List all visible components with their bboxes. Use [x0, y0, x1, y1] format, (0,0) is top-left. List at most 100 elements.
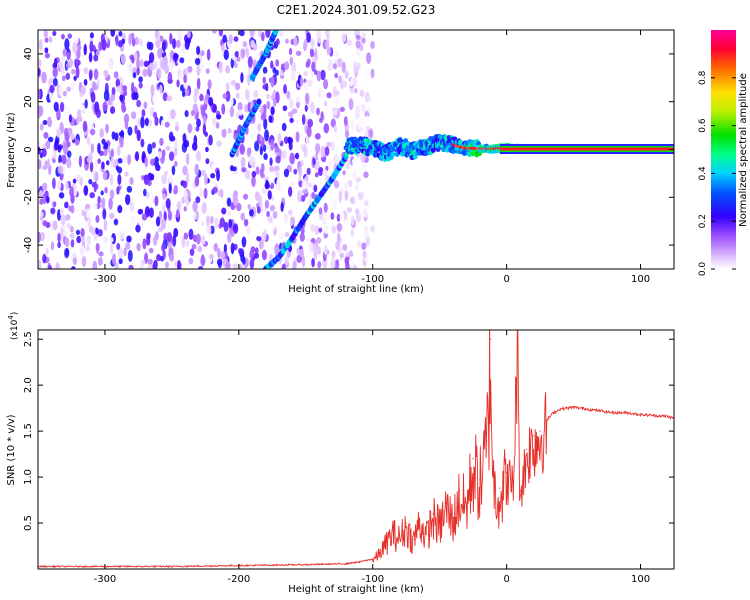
noise-cell — [38, 141, 41, 148]
snr-data-point — [572, 406, 575, 408]
noise-cell — [39, 38, 43, 51]
noise-cell — [131, 56, 135, 64]
noise-cell — [91, 81, 97, 91]
noise-cell — [334, 259, 340, 269]
noise-cell — [38, 189, 44, 201]
noise-cell — [139, 59, 144, 68]
noise-cell — [63, 143, 69, 155]
noise-cell — [355, 105, 361, 116]
noise-cell — [86, 208, 91, 219]
noise-cell — [39, 198, 44, 205]
noise-cell — [175, 121, 179, 127]
snr-data-point — [385, 540, 387, 543]
snr-data-point — [472, 458, 474, 460]
noise-cell — [343, 181, 349, 189]
noise-cell — [363, 171, 369, 178]
noise-cell — [281, 122, 287, 132]
spectrogram-y-tick-label: 0 — [23, 146, 34, 152]
snr-background — [38, 330, 674, 569]
noise-cell — [176, 67, 183, 79]
noise-cell — [189, 248, 195, 256]
noise-cell — [109, 106, 116, 114]
snr-data-point — [666, 415, 668, 418]
snr-x-tick-label: -100 — [361, 574, 384, 585]
noise-cell — [362, 250, 367, 258]
noise-cell — [221, 128, 227, 138]
noise-cell — [192, 200, 198, 213]
noise-cell — [212, 186, 218, 194]
noise-cell — [205, 146, 209, 153]
noise-cell — [215, 122, 220, 129]
noise-cell — [355, 34, 361, 40]
noise-cell — [275, 59, 280, 67]
noise-cell — [200, 105, 206, 117]
noise-cell — [307, 79, 313, 87]
noise-cell — [323, 100, 328, 107]
noise-cell — [148, 247, 154, 254]
noise-cell — [331, 250, 336, 258]
noise-cell — [97, 195, 101, 205]
noise-cell — [96, 79, 101, 86]
snr-data-point — [516, 338, 518, 340]
noise-cell — [49, 84, 55, 94]
noise-cell — [130, 81, 135, 94]
noise-cell — [153, 259, 158, 269]
noise-cell — [66, 86, 71, 92]
noise-cell — [92, 260, 98, 269]
noise-cell — [113, 218, 118, 226]
snr-data-point — [613, 412, 615, 414]
noise-cell — [225, 90, 231, 102]
noise-cell — [323, 202, 328, 213]
carrier-cell — [350, 147, 356, 153]
noise-cell — [184, 110, 189, 118]
noise-cell — [265, 30, 271, 38]
noise-cell — [128, 264, 134, 269]
noise-cell — [75, 66, 80, 79]
noise-cell — [281, 149, 288, 160]
noise-cell — [306, 125, 312, 138]
noise-cell — [162, 249, 166, 260]
noise-cell — [72, 41, 78, 54]
snr-data-point — [412, 538, 414, 541]
noise-cell — [230, 242, 235, 255]
noise-cell — [140, 264, 144, 269]
noise-cell — [247, 203, 251, 210]
noise-cell — [172, 38, 177, 49]
noise-cell — [222, 93, 228, 99]
noise-cell — [303, 82, 309, 93]
noise-cell — [264, 199, 270, 209]
noise-cell — [162, 204, 166, 213]
noise-cell — [147, 143, 153, 155]
snr-data-point — [653, 414, 655, 417]
noise-cell — [101, 161, 105, 170]
noise-cell — [94, 183, 99, 190]
noise-cell — [342, 170, 346, 176]
noise-cell — [310, 38, 315, 49]
noise-cell — [200, 255, 206, 267]
noise-cell — [92, 202, 98, 211]
noise-cell — [63, 230, 69, 237]
noise-cell — [288, 111, 292, 117]
noise-cell — [276, 178, 280, 190]
noise-cell — [157, 227, 163, 233]
noise-cell — [71, 266, 76, 269]
snr-data-point — [519, 490, 521, 492]
snr-data-point — [526, 448, 528, 451]
noise-cell — [85, 244, 90, 252]
noise-cell — [230, 57, 235, 69]
snr-data-point — [539, 430, 541, 432]
noise-cell — [187, 123, 193, 134]
noise-cell — [226, 232, 232, 243]
noise-cell — [241, 97, 246, 107]
snr-data-point — [398, 535, 401, 537]
noise-cell — [265, 93, 271, 100]
noise-cell — [45, 247, 49, 256]
noise-cell — [281, 263, 286, 269]
noise-cell — [111, 87, 116, 96]
noise-cell — [107, 59, 112, 69]
noise-cell — [125, 194, 131, 206]
noise-cell — [339, 252, 345, 258]
spectrogram-y-tick-label: -40 — [23, 237, 34, 253]
noise-cell — [358, 119, 362, 131]
